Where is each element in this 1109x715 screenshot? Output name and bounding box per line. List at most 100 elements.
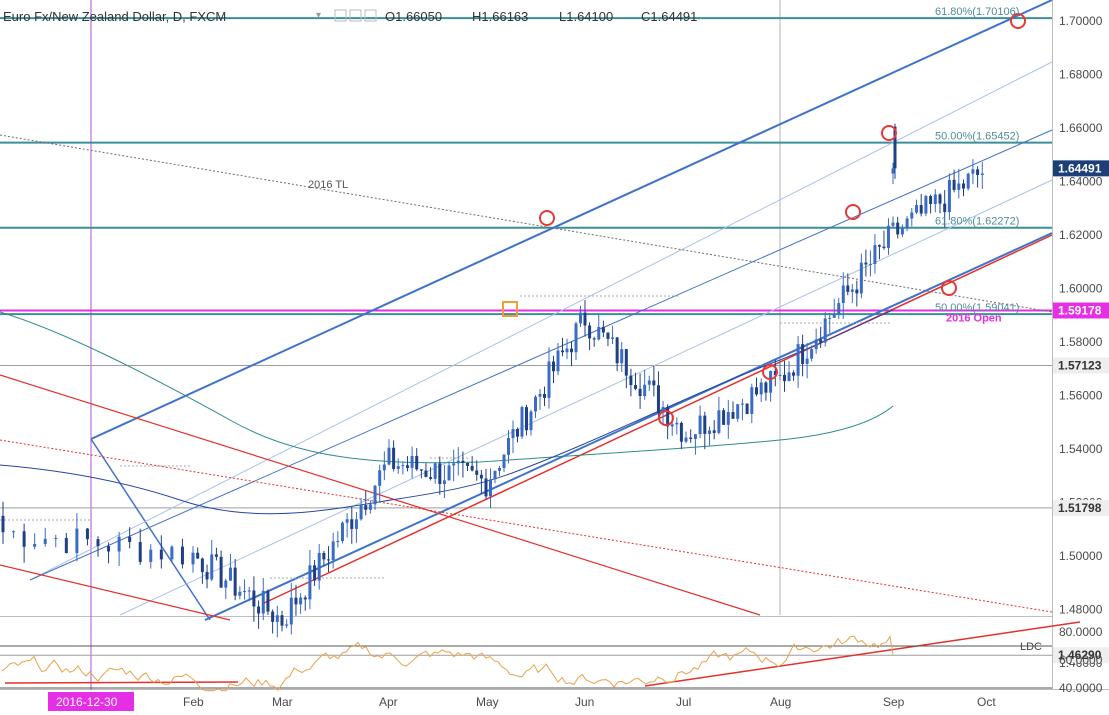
trendline-2016-label: 2016 TL [308, 179, 348, 191]
time-tick-label: Apr [379, 695, 398, 709]
red-channel-lower [0, 564, 231, 621]
candle-body [392, 447, 396, 469]
candle-body [1, 515, 5, 533]
level-tag: 1.51798 [1058, 501, 1102, 515]
low-value: L1.64100 [559, 9, 613, 24]
last-price-tag: 1.64491 [1058, 161, 1102, 175]
fib-label: 50.00%(1.65452) [935, 131, 1019, 143]
candle-body [638, 388, 642, 397]
candle-body [138, 542, 142, 562]
candle-body [769, 370, 773, 393]
candle-body [814, 339, 818, 350]
candle-body [484, 478, 488, 497]
fib-label: 61.80%(1.70106) [935, 6, 1019, 18]
pivot-box-marker [502, 301, 518, 317]
candle-body [855, 289, 859, 294]
candle-body [805, 358, 809, 364]
time-tick-label: Sep [883, 695, 905, 709]
candle-body [336, 541, 340, 543]
pivot-markers [502, 13, 1026, 426]
candle-body [792, 372, 796, 376]
ma-200-line [0, 311, 894, 464]
rsi-axis[interactable]: 80.0000 60.0000 40.0000 [1059, 625, 1103, 695]
candle-body [689, 437, 693, 439]
candle-body [96, 539, 100, 547]
time-tick-label: Mar [272, 695, 293, 709]
settings-icon[interactable] [349, 9, 362, 22]
price-tick-label: 1.54000 [1059, 442, 1103, 456]
candle-body [731, 411, 735, 419]
candle-body [601, 326, 605, 333]
candle-body [679, 422, 683, 442]
candle-body [373, 485, 377, 505]
price-axis[interactable]: 1.70000 1.68000 1.66000 1.64000 1.62000 1.600… [1053, 14, 1109, 670]
candle-body [611, 337, 615, 339]
time-tick-label: Feb [183, 695, 204, 709]
candle-body [502, 454, 506, 468]
fib-label: 61.80%(1.62272) [935, 216, 1019, 228]
chevron-down-icon[interactable]: ▾ [316, 10, 321, 21]
eye-icon[interactable] [334, 9, 347, 22]
candle-body [308, 565, 312, 600]
candle-body [424, 470, 428, 478]
close-icon[interactable] [364, 9, 377, 22]
time-tick-label: May [476, 695, 499, 709]
candle-body [859, 262, 863, 294]
open-label: 2016 Open [946, 312, 1002, 324]
time-axis[interactable]: 2016-12-30 Feb Mar Apr May Jun Jul Aug Sep Oct [48, 692, 996, 711]
candle-body [552, 361, 555, 372]
candle-body [313, 565, 317, 581]
candle-body [592, 338, 596, 340]
candle-body [570, 348, 573, 353]
candle-body [864, 262, 868, 265]
candle-body [64, 538, 68, 554]
candle-body [345, 519, 349, 523]
candle-body [205, 571, 209, 580]
open-tag-bg [1053, 302, 1109, 319]
candle-body [891, 222, 895, 226]
candle-body [905, 218, 909, 229]
level-tag-bg [1053, 647, 1109, 664]
candle-body [643, 384, 647, 397]
candle-body [516, 428, 519, 437]
time-tick-label: Aug [770, 695, 791, 709]
pivot-circle-marker [658, 410, 674, 426]
candle-body [410, 455, 414, 468]
candle-body [396, 466, 400, 469]
candle-body [466, 462, 470, 466]
candle-body [299, 597, 303, 605]
candle-body [85, 528, 89, 540]
candle-body [415, 455, 419, 470]
candle-body [759, 382, 763, 395]
horizontal-levels [0, 17, 1052, 656]
price-tick-label: 1.58000 [1059, 335, 1103, 349]
rsi-low-line [4, 681, 239, 684]
candle-body [378, 470, 382, 486]
rsi-pane[interactable] [0, 618, 1052, 688]
candle-body [597, 326, 601, 340]
candle-body [624, 349, 628, 376]
candle-body [219, 556, 223, 588]
candle-body [43, 538, 47, 544]
price-pane[interactable] [0, 0, 1052, 615]
candle-body [971, 169, 975, 174]
channel-inner-line [119, 179, 1053, 616]
candle-body [787, 372, 791, 382]
level-tag-bg [1053, 357, 1109, 374]
candle-body [128, 536, 132, 543]
symbol-title[interactable]: Euro Fx/New Zealand Dollar, D, FXCM [3, 9, 226, 24]
candle-body [933, 194, 937, 205]
candle-body [271, 611, 275, 622]
last-candle-body [893, 126, 897, 169]
candle-body [257, 606, 261, 614]
price-tick-label: 1.66000 [1059, 121, 1103, 135]
candle-body [615, 337, 619, 364]
candle-body [588, 325, 592, 339]
price-tick-label: 1.50000 [1059, 549, 1103, 563]
pivot-circle-marker [1010, 13, 1026, 29]
candle-body [693, 434, 697, 439]
price-tick-label: 1.62000 [1059, 228, 1103, 242]
candle-body [22, 531, 26, 547]
open-tag: 1.59178 [1058, 303, 1102, 317]
